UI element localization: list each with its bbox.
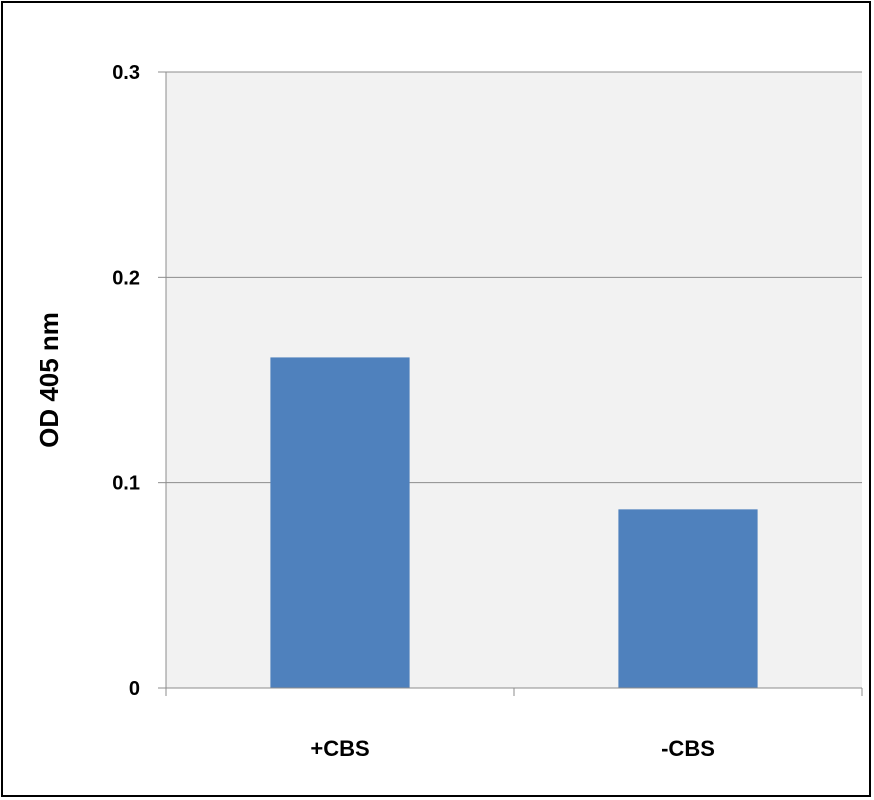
y-tick-labels: 0 0.1 0.2 0.3	[112, 62, 140, 700]
y-tick-label: 0.2	[112, 267, 140, 289]
y-tick-label: 0.3	[112, 62, 140, 84]
x-category-labels: +CBS -CBS	[310, 736, 715, 761]
bars	[270, 357, 758, 688]
bar	[270, 357, 410, 688]
x-category-label: +CBS	[310, 736, 369, 761]
y-axis-title: OD 405 nm	[34, 312, 64, 448]
axes	[158, 71, 863, 696]
y-tick-label: 0	[129, 678, 140, 700]
x-category-label: -CBS	[661, 736, 715, 761]
y-tick-label: 0.1	[112, 473, 140, 495]
bar	[618, 509, 758, 688]
